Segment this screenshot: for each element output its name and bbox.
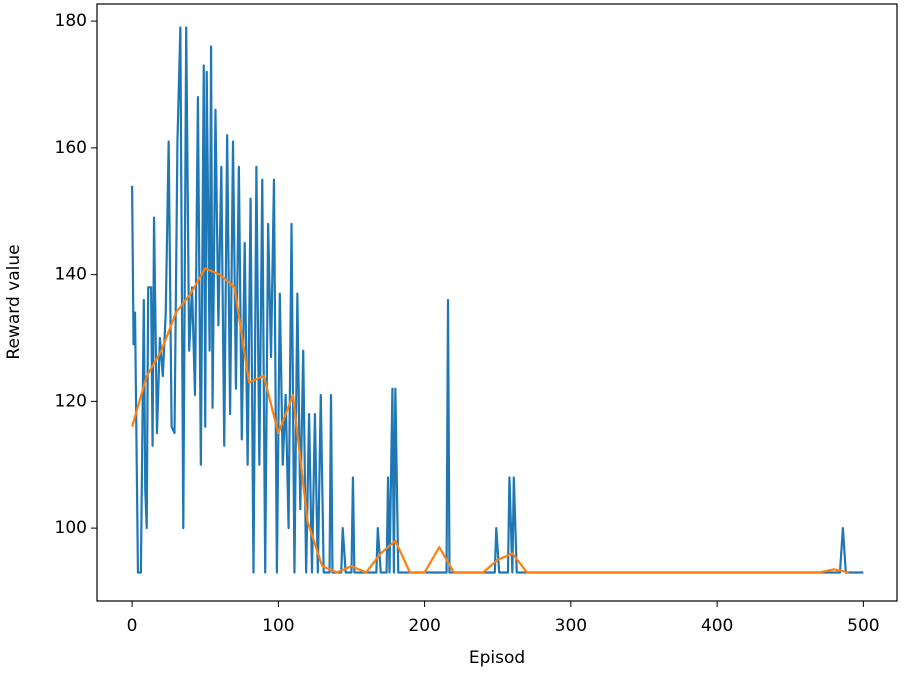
x-tick-label: 0 xyxy=(127,616,138,636)
x-tick-label: 100 xyxy=(262,616,294,636)
x-tick-label: 400 xyxy=(701,616,733,636)
x-tick-label: 200 xyxy=(408,616,440,636)
y-tick-label: 120 xyxy=(55,391,87,411)
y-tick-label: 140 xyxy=(55,265,87,285)
x-axis-label: Episod xyxy=(469,648,525,668)
x-tick-label: 500 xyxy=(847,616,879,636)
y-tick-label: 100 xyxy=(55,518,87,538)
plot-frame xyxy=(96,3,898,602)
y-tick-label: 160 xyxy=(55,138,87,158)
y-axis-label: Reward value xyxy=(4,244,24,359)
y-tick-label: 180 xyxy=(55,11,87,31)
x-tick-label: 300 xyxy=(555,616,587,636)
data-line xyxy=(131,26,864,574)
data-line xyxy=(131,267,849,574)
